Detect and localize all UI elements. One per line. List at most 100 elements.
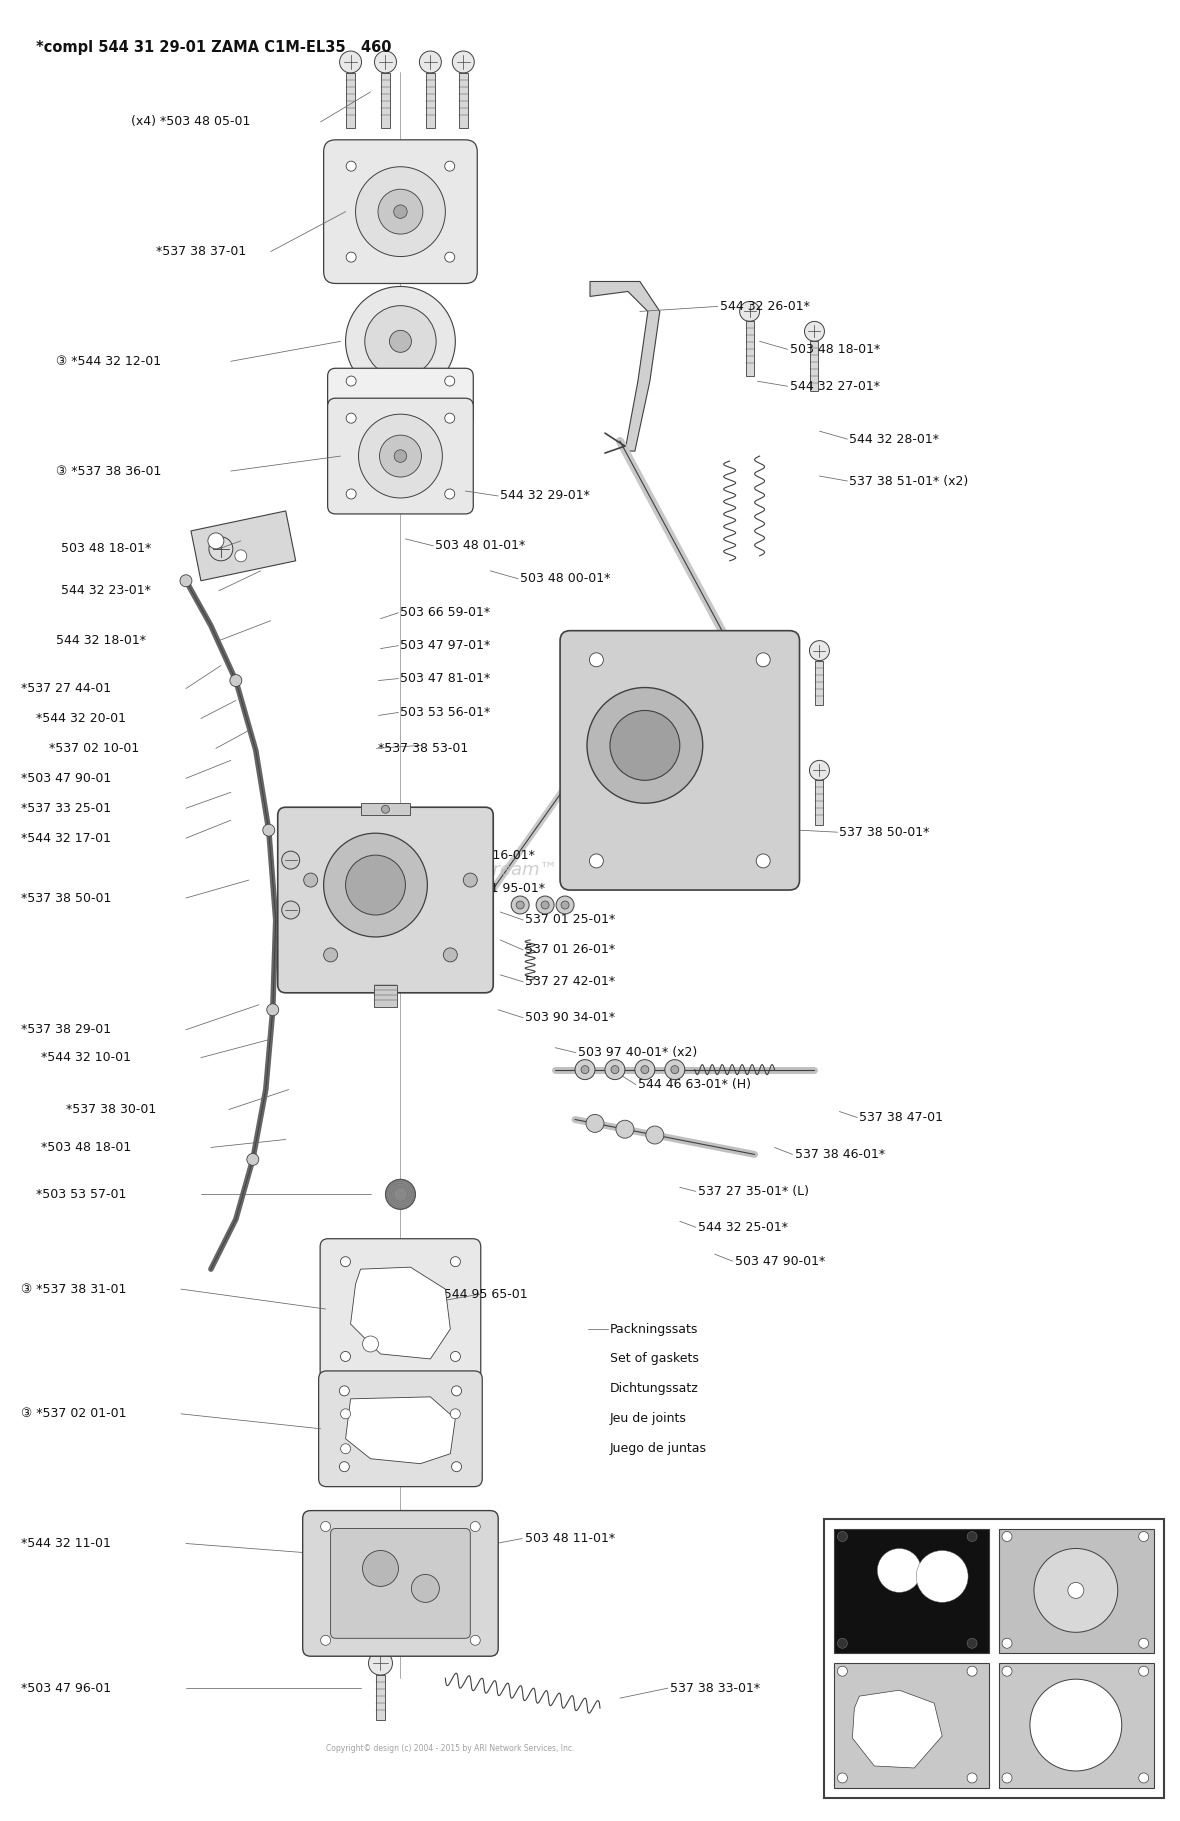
Circle shape bbox=[452, 1462, 461, 1471]
Circle shape bbox=[805, 320, 825, 341]
Circle shape bbox=[1139, 1531, 1148, 1542]
Circle shape bbox=[1139, 1666, 1148, 1675]
Polygon shape bbox=[346, 1397, 455, 1464]
Circle shape bbox=[394, 206, 407, 219]
FancyBboxPatch shape bbox=[328, 368, 473, 424]
Circle shape bbox=[516, 901, 524, 909]
Circle shape bbox=[340, 1462, 349, 1471]
Text: Juego de juntas: Juego de juntas bbox=[610, 1442, 707, 1455]
Text: 503 48 00-01*: 503 48 00-01* bbox=[520, 572, 610, 585]
Circle shape bbox=[838, 1774, 847, 1783]
Circle shape bbox=[321, 1522, 330, 1531]
FancyBboxPatch shape bbox=[303, 1511, 498, 1657]
Text: *537 33 25-01: *537 33 25-01 bbox=[21, 801, 111, 814]
Circle shape bbox=[1002, 1774, 1012, 1783]
Text: ③ *537 38 36-01: ③ *537 38 36-01 bbox=[57, 464, 162, 477]
Circle shape bbox=[341, 1444, 350, 1453]
Bar bbox=[459, 73, 467, 127]
Circle shape bbox=[346, 856, 406, 914]
Circle shape bbox=[267, 1003, 278, 1016]
Circle shape bbox=[511, 896, 529, 914]
Circle shape bbox=[645, 1125, 664, 1144]
Text: (x4) *503 48 05-01: (x4) *503 48 05-01 bbox=[131, 115, 250, 127]
Text: 544 32 27-01*: 544 32 27-01* bbox=[789, 381, 879, 393]
Text: *544 32 17-01: *544 32 17-01 bbox=[21, 832, 111, 845]
Circle shape bbox=[575, 1060, 595, 1080]
Circle shape bbox=[670, 1065, 678, 1074]
Circle shape bbox=[1002, 1531, 1012, 1542]
Circle shape bbox=[445, 377, 454, 386]
Circle shape bbox=[968, 1639, 977, 1648]
Circle shape bbox=[323, 834, 427, 938]
Circle shape bbox=[359, 413, 442, 497]
Circle shape bbox=[1002, 1666, 1012, 1675]
Circle shape bbox=[1068, 1582, 1084, 1599]
Text: 503 48 18-01*: 503 48 18-01* bbox=[789, 342, 880, 355]
Circle shape bbox=[346, 251, 356, 262]
Text: 503 47 81-01*: 503 47 81-01* bbox=[400, 672, 491, 685]
Circle shape bbox=[303, 872, 317, 887]
Circle shape bbox=[471, 1635, 480, 1644]
Circle shape bbox=[445, 490, 454, 499]
FancyBboxPatch shape bbox=[330, 1528, 471, 1639]
FancyBboxPatch shape bbox=[277, 807, 493, 992]
Text: *544 32 11-01: *544 32 11-01 bbox=[21, 1537, 111, 1550]
Circle shape bbox=[321, 1635, 330, 1644]
Circle shape bbox=[641, 1065, 649, 1074]
Circle shape bbox=[419, 51, 441, 73]
Text: 537 38 50-01*: 537 38 50-01* bbox=[839, 825, 930, 839]
Text: *compl 544 31 29-01 ZAMA C1M-EL35   460: *compl 544 31 29-01 ZAMA C1M-EL35 460 bbox=[37, 40, 392, 55]
Bar bbox=[825, 1519, 1163, 1797]
Text: 544 32 23-01*: 544 32 23-01* bbox=[61, 585, 151, 597]
Text: *503 47 90-01: *503 47 90-01 bbox=[21, 772, 112, 785]
Circle shape bbox=[341, 1256, 350, 1267]
Text: 544 32 26-01*: 544 32 26-01* bbox=[720, 300, 809, 313]
Circle shape bbox=[556, 896, 573, 914]
Circle shape bbox=[346, 377, 356, 386]
Circle shape bbox=[1030, 1679, 1122, 1772]
Circle shape bbox=[282, 850, 300, 869]
Circle shape bbox=[381, 805, 389, 814]
Text: 544 46 63-01* (H): 544 46 63-01* (H) bbox=[638, 1078, 750, 1091]
Circle shape bbox=[740, 302, 760, 320]
Circle shape bbox=[610, 710, 680, 781]
Circle shape bbox=[355, 168, 445, 257]
Circle shape bbox=[451, 1256, 460, 1267]
Circle shape bbox=[389, 330, 412, 351]
Text: 544 32 25-01*: 544 32 25-01* bbox=[697, 1220, 788, 1235]
Circle shape bbox=[586, 688, 703, 803]
Text: ARI PartStream™: ARI PartStream™ bbox=[402, 861, 558, 880]
Bar bbox=[999, 1528, 1154, 1653]
Polygon shape bbox=[590, 282, 660, 452]
Bar bbox=[834, 1528, 989, 1653]
Text: 537 01 26-01*: 537 01 26-01* bbox=[525, 943, 615, 956]
Text: *537 38 50-01: *537 38 50-01 bbox=[21, 892, 112, 905]
Text: 503 53 56-01*: 503 53 56-01* bbox=[400, 707, 491, 719]
Text: 544 11 95-01*: 544 11 95-01* bbox=[455, 881, 545, 894]
Circle shape bbox=[452, 1386, 461, 1397]
Circle shape bbox=[916, 1550, 968, 1602]
Circle shape bbox=[445, 413, 454, 422]
Circle shape bbox=[323, 949, 337, 961]
Circle shape bbox=[1139, 1639, 1148, 1648]
Circle shape bbox=[374, 51, 396, 73]
Text: 544 32 28-01*: 544 32 28-01* bbox=[850, 433, 939, 446]
Text: 503 48 11-01*: 503 48 11-01* bbox=[525, 1531, 615, 1544]
Circle shape bbox=[611, 1065, 620, 1074]
Circle shape bbox=[451, 1351, 460, 1362]
Text: 503 48 18-01*: 503 48 18-01* bbox=[61, 543, 151, 555]
Circle shape bbox=[346, 490, 356, 499]
Circle shape bbox=[282, 901, 300, 920]
Text: 503 97 40-01* (x2): 503 97 40-01* (x2) bbox=[578, 1047, 697, 1060]
Circle shape bbox=[635, 1060, 655, 1080]
Circle shape bbox=[346, 162, 356, 171]
Text: Dichtungssatz: Dichtungssatz bbox=[610, 1382, 699, 1395]
Circle shape bbox=[756, 652, 771, 666]
Text: 537 27 42-01*: 537 27 42-01* bbox=[525, 976, 615, 989]
Bar bbox=[374, 985, 398, 1007]
Circle shape bbox=[464, 872, 477, 887]
Text: 503 66 59-01*: 503 66 59-01* bbox=[400, 606, 491, 619]
Bar bbox=[381, 73, 389, 127]
Text: *537 27 44-01: *537 27 44-01 bbox=[21, 683, 111, 696]
Text: 544 32 29-01*: 544 32 29-01* bbox=[500, 490, 590, 503]
